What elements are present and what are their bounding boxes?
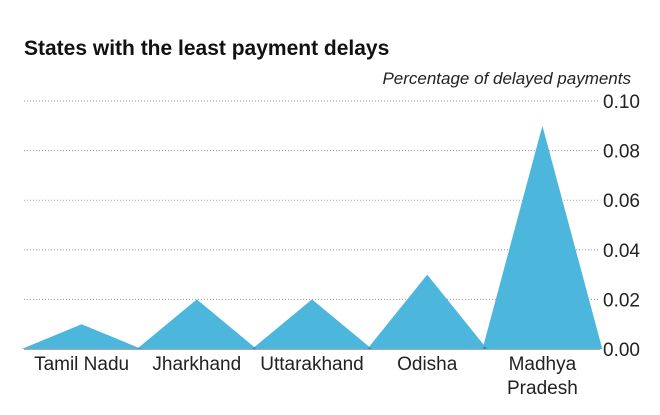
y-tick-label: 0.00 xyxy=(603,340,640,361)
x-category-label: Odisha xyxy=(397,354,458,375)
x-category-label: Tamil Nadu xyxy=(34,354,129,375)
y-axis-ticks: 0.00 0.02 0.04 0.06 0.08 0.10 xyxy=(603,92,640,361)
x-category-label-line: Odisha xyxy=(397,354,458,375)
chart-title: States with the least payment delays xyxy=(24,37,389,60)
area-peak-uttarakhand xyxy=(252,299,372,349)
x-category-label: Madhya Pradesh xyxy=(507,354,578,399)
area-peak-odisha xyxy=(367,274,488,349)
area-peak-jharkhand xyxy=(136,299,257,349)
area-overlap xyxy=(367,347,372,349)
x-category-label-line: Madhya xyxy=(509,354,577,375)
y-tick-label: 0.08 xyxy=(603,142,640,163)
area-peak-tamil-nadu xyxy=(21,324,142,349)
chart-subtitle: Percentage of delayed payments xyxy=(382,69,631,88)
area-peak-madhya-pradesh xyxy=(482,125,603,349)
x-category-label-line: Pradesh xyxy=(507,378,578,399)
x-category-label-line: Jharkhand xyxy=(152,354,241,375)
x-category-label-line: Uttarakhand xyxy=(260,354,364,375)
area-overlap xyxy=(482,346,488,349)
y-tick-label: 0.06 xyxy=(603,191,640,212)
area-overlap xyxy=(252,347,257,349)
area-overlap xyxy=(136,348,142,349)
x-axis-categories: Tamil Nadu Jharkhand Uttarakhand Odisha Madh… xyxy=(34,354,578,399)
y-tick-label: 0.02 xyxy=(603,290,640,311)
plot-area xyxy=(21,125,603,349)
x-category-label-line: Tamil Nadu xyxy=(34,354,129,375)
x-category-label: Uttarakhand xyxy=(260,354,364,375)
x-category-label: Jharkhand xyxy=(152,354,241,375)
y-tick-label: 0.10 xyxy=(603,92,640,113)
y-tick-label: 0.04 xyxy=(603,241,640,262)
